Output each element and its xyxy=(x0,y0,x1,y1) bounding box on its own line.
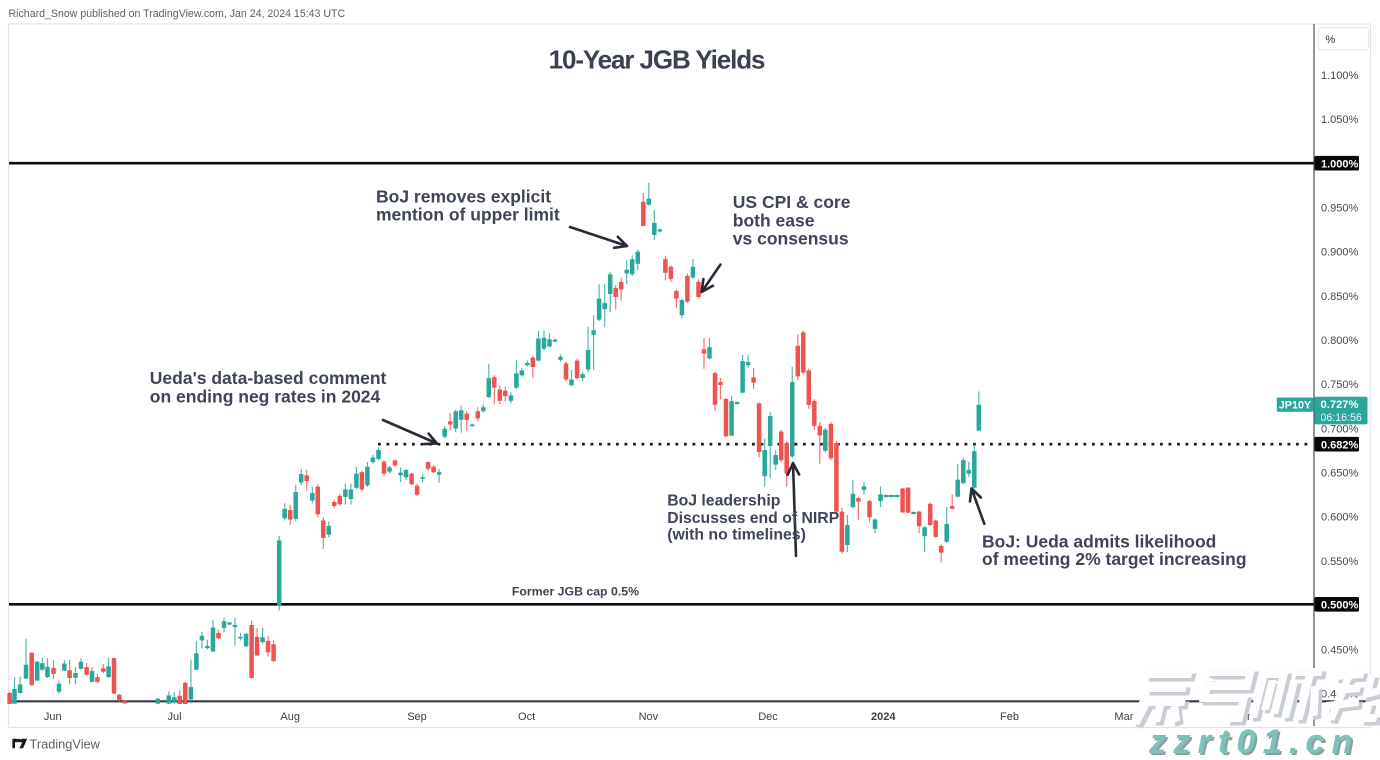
svg-text:0.900%: 0.900% xyxy=(1321,247,1359,259)
svg-text:06:16:56: 06:16:56 xyxy=(1321,412,1362,424)
svg-text:Former JGB cap 0.5%: Former JGB cap 0.5% xyxy=(512,585,639,599)
svg-text:zzrt01.cn: zzrt01.cn xyxy=(1148,723,1360,760)
svg-text:both ease: both ease xyxy=(733,210,815,230)
svg-text:0.600%: 0.600% xyxy=(1321,512,1359,524)
svg-text:vs consensus: vs consensus xyxy=(733,229,849,249)
svg-text:0.727%: 0.727% xyxy=(1321,399,1359,411)
svg-text:zzrt01.cn: zzrt01.cn xyxy=(1150,725,1362,760)
svg-text:0.550%: 0.550% xyxy=(1321,556,1359,568)
svg-text:0.682%: 0.682% xyxy=(1321,439,1359,451)
svg-text:Feb: Feb xyxy=(1000,711,1019,723)
svg-text:Mar: Mar xyxy=(1114,711,1133,723)
svg-text:10-Year JGB Yields: 10-Year JGB Yields xyxy=(549,45,765,75)
svg-text:Aug: Aug xyxy=(280,711,300,723)
svg-text:1.050%: 1.050% xyxy=(1321,114,1359,126)
svg-text:BoJ: Ueda admits likelihood: BoJ: Ueda admits likelihood xyxy=(982,531,1216,551)
svg-text:Dec: Dec xyxy=(758,711,778,723)
svg-text:US CPI & core: US CPI & core xyxy=(733,192,851,212)
svg-text:0.450%: 0.450% xyxy=(1321,644,1359,656)
svg-text:BoJ removes explicit: BoJ removes explicit xyxy=(376,187,551,207)
svg-text:0.700%: 0.700% xyxy=(1321,423,1359,435)
svg-text:0.500%: 0.500% xyxy=(1321,599,1359,611)
svg-text:0.950%: 0.950% xyxy=(1321,203,1359,215)
svg-text:BoJ leadership: BoJ leadership xyxy=(667,493,780,510)
svg-text:Jul: Jul xyxy=(167,711,181,723)
svg-text:TradingView: TradingView xyxy=(30,736,101,751)
svg-text:of meeting 2% target increasin: of meeting 2% target increasing xyxy=(982,549,1247,569)
svg-text:Oct: Oct xyxy=(518,711,535,723)
svg-text:Ueda's data-based comment: Ueda's data-based comment xyxy=(150,368,387,388)
svg-text:%: % xyxy=(1326,34,1336,46)
svg-text:2024: 2024 xyxy=(871,711,896,723)
svg-text:0.800%: 0.800% xyxy=(1321,335,1359,347)
svg-text:(with no timelines): (with no timelines) xyxy=(667,527,806,544)
svg-text:Nov: Nov xyxy=(639,711,659,723)
svg-text:JP10Y: JP10Y xyxy=(1279,399,1312,411)
svg-text:1.100%: 1.100% xyxy=(1321,70,1359,82)
svg-text:Sep: Sep xyxy=(407,711,427,723)
svg-text:Jun: Jun xyxy=(44,711,62,723)
svg-text:on ending neg rates in 2024: on ending neg rates in 2024 xyxy=(150,386,381,406)
svg-text:0.650%: 0.650% xyxy=(1321,468,1359,480)
svg-text:mention of upper limit: mention of upper limit xyxy=(376,205,560,225)
svg-text:Discusses end of NIRP: Discusses end of NIRP xyxy=(667,510,839,527)
svg-text:0.850%: 0.850% xyxy=(1321,291,1359,303)
svg-text:Richard_Snow published on Trad: Richard_Snow published on TradingView.co… xyxy=(9,8,346,20)
svg-text:1.000%: 1.000% xyxy=(1321,158,1359,170)
svg-text:0.750%: 0.750% xyxy=(1321,379,1359,391)
